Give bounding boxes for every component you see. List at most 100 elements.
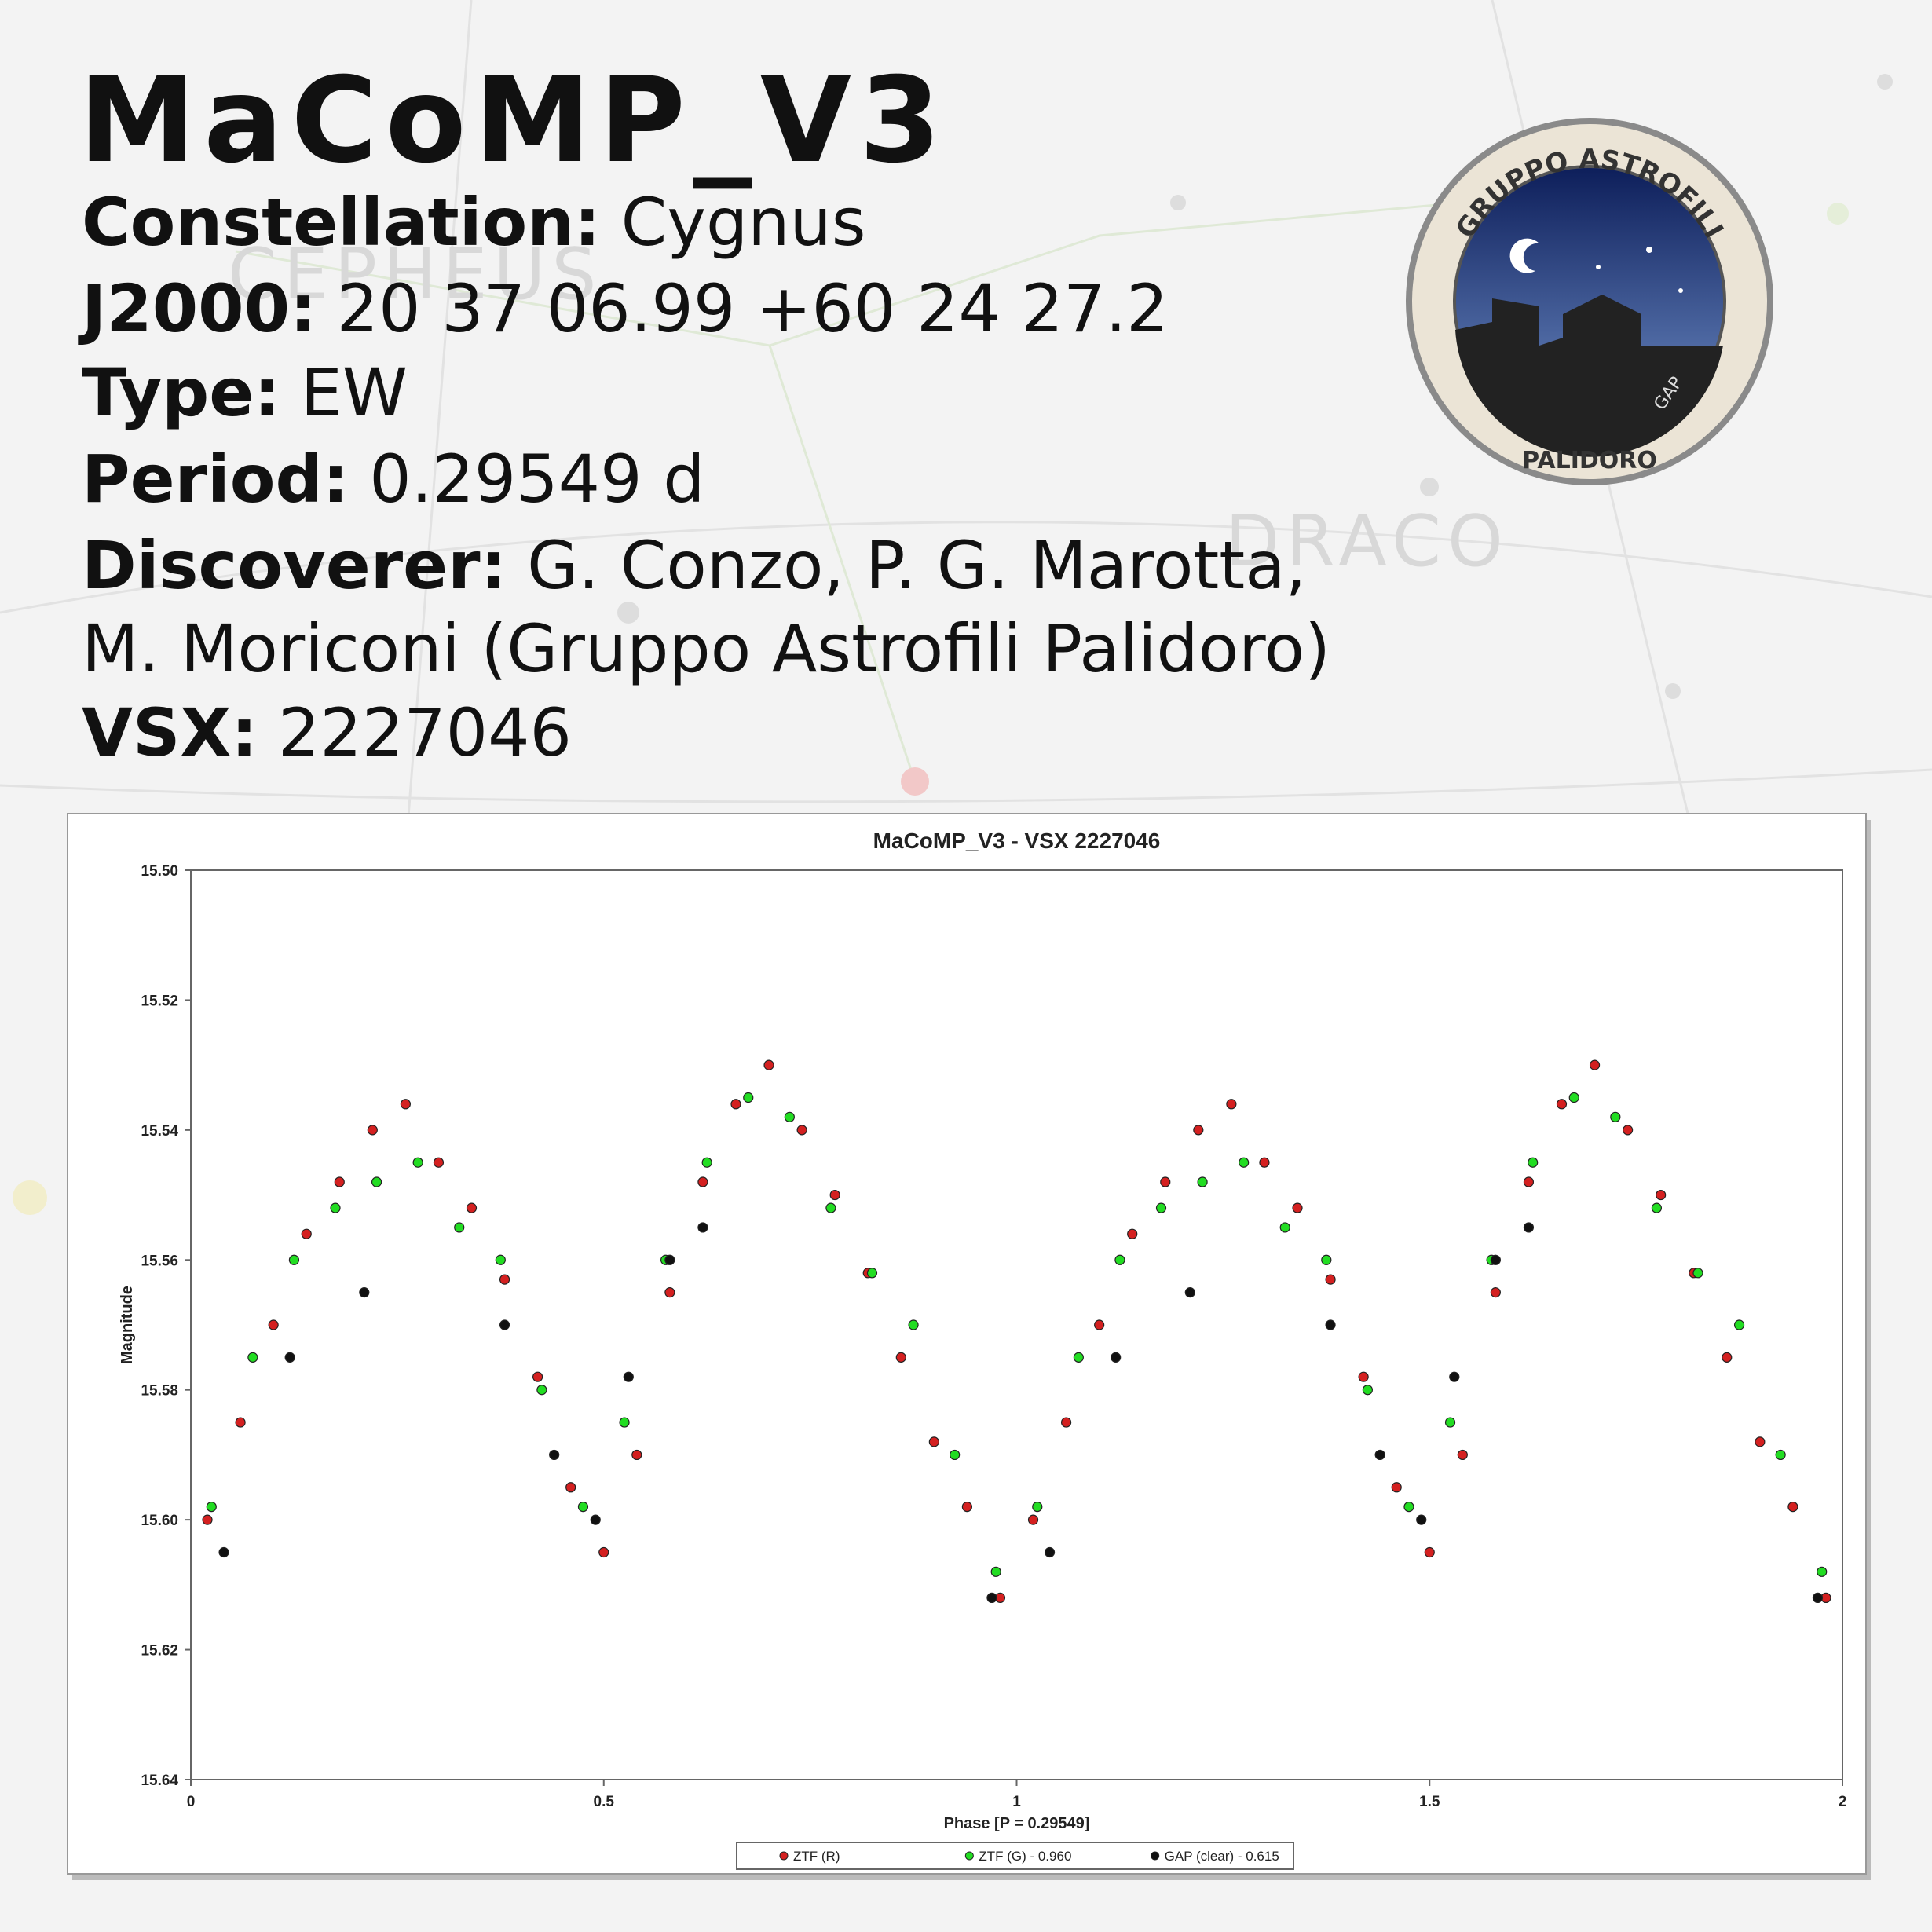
x-tick-label: 1.5 [1419,1794,1440,1810]
data-point [1391,1482,1402,1493]
data-point [763,1059,774,1070]
data-point [1589,1059,1601,1070]
data-point [1490,1254,1501,1265]
data-point [1155,1202,1167,1213]
data-point [495,1254,506,1265]
data-point [536,1385,547,1396]
data-point [1184,1287,1195,1298]
field-label: VSX: [82,694,258,771]
data-point [1226,1099,1237,1110]
data-point [400,1099,411,1110]
field-value: 2227046 [278,694,572,771]
data-point [796,1125,807,1136]
header-line: Type: EW [82,354,408,431]
data-point [990,1566,1001,1577]
data-point [697,1222,708,1233]
data-point [825,1202,836,1213]
data-point [247,1352,258,1363]
data-point [928,1436,939,1447]
data-point [1362,1385,1373,1396]
data-point [454,1222,465,1233]
y-tick-label: 15.52 [141,993,178,1009]
data-point [1259,1157,1270,1168]
data-point [1032,1501,1043,1513]
page-title: MaCoMP_V3 [79,53,949,189]
chart-panel [67,813,1867,1875]
legend-label: ZTF (R) [793,1849,840,1864]
legend-box [736,1842,1294,1870]
header-line: J2000: 20 37 06.99 +60 24 27.2 [78,270,1169,347]
data-point [1449,1371,1460,1382]
data-point [1127,1228,1138,1239]
data-point [1114,1254,1125,1265]
data-point [284,1352,295,1363]
data-point [1239,1157,1250,1168]
x-tick-label: 2 [1839,1794,1847,1810]
data-point [986,1592,997,1604]
field-value: 0.29549 d [369,441,704,518]
header-line: M. Moriconi (Gruppo Astrofili Palidoro) [82,610,1330,687]
header-line: Period: 0.29549 d [82,441,705,518]
field-value: G. Conzo, P. G. Marotta, [527,527,1306,604]
data-point [1775,1449,1786,1461]
data-point [1424,1546,1435,1558]
data-point [1403,1501,1414,1513]
data-point [1358,1371,1369,1382]
data-point [1651,1202,1663,1213]
field-value: EW [301,354,408,431]
data-point [950,1449,961,1461]
data-point [829,1189,840,1201]
data-point [1457,1449,1468,1461]
data-point [1321,1254,1332,1265]
data-point [1111,1352,1122,1363]
y-tick-label: 15.54 [141,1123,178,1140]
y-tick-label: 15.50 [141,863,178,880]
chart: MaCoMP_V3 - VSX 2227046 15.50 15.52 15.54 15… [119,829,1847,1870]
header-line: VSX: 2227046 [82,694,572,771]
data-point [565,1482,576,1493]
legend-marker [779,1851,789,1861]
data-point [631,1449,642,1461]
data-point [499,1274,510,1285]
data-point [1325,1319,1336,1330]
background-label: CEPHEUS [228,233,603,316]
data-point [1193,1125,1204,1136]
data-point [1060,1417,1072,1428]
data-point [1623,1125,1634,1136]
data-point [590,1514,601,1525]
data-point [1444,1417,1456,1428]
data-point [1325,1274,1336,1285]
data-point [1094,1319,1105,1330]
data-point [1656,1189,1667,1201]
data-point [1556,1099,1568,1110]
data-point [623,1371,634,1382]
data-point [334,1176,345,1187]
logo: GRUPPO ASTROFILI PALIDORO GAP [1406,118,1773,485]
data-point [202,1514,213,1525]
data-point [288,1254,300,1265]
data-point [908,1319,919,1330]
header-lines: Constellation: Cygnus J2000: 20 37 06.99 +6… [78,184,1330,771]
data-point [743,1092,754,1103]
x-tick-label: 1 [1012,1794,1021,1810]
data-point [1027,1514,1039,1525]
field-label: Discoverer: [82,527,507,604]
data-point [1523,1222,1535,1233]
data-point [619,1417,630,1428]
data-point [1755,1436,1766,1447]
data-point [730,1099,741,1110]
star-map [0,0,1932,1215]
legend-label: ZTF (G) - 0.960 [979,1849,1071,1864]
data-point [1722,1352,1733,1363]
data-point [206,1501,217,1513]
y-tick-label: 15.64 [141,1773,178,1789]
data-point [577,1501,589,1513]
y-axis-label: Magnitude [119,1286,136,1364]
data-point [532,1371,543,1382]
x-tick-label: 0 [187,1794,196,1810]
data-point [1610,1111,1621,1122]
data-point [697,1176,708,1187]
y-tick-label: 15.62 [141,1643,178,1659]
data-point [1197,1176,1208,1187]
